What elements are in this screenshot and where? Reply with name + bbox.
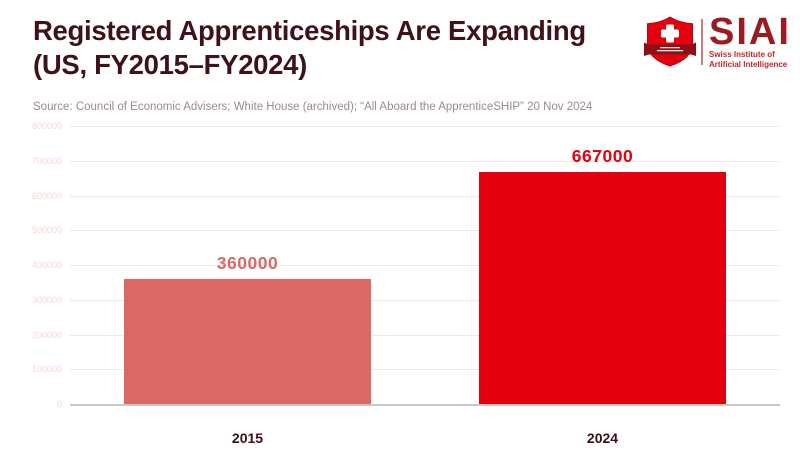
gridline: [70, 265, 780, 266]
source-caption: Source: Council of Economic Advisers; Wh…: [33, 101, 593, 113]
siai-logo: SIAI Swiss Institute of Artificial Intel…: [644, 10, 791, 70]
gridline: [70, 334, 780, 336]
chart-title-line2: (US, FY2015–FY2024): [33, 49, 308, 80]
x-tick-label-2015: 2015: [231, 430, 264, 446]
bar-2015: [124, 278, 371, 404]
logo-divider: [701, 19, 703, 65]
siai-shield-icon: [644, 16, 696, 67]
siai-subtitle-line2: Artificial Intelligence: [709, 60, 788, 69]
x-axis-line: [70, 403, 780, 406]
y-tick-label: 800000: [31, 121, 62, 131]
bar-2024: [479, 172, 726, 404]
siai-subtitle-line1: Swiss Institute of: [709, 49, 775, 59]
siai-wordmark: SIAI: [709, 10, 791, 53]
chart-title-line1: Registered Apprenticeships Are Expanding: [33, 15, 586, 46]
y-tick-label: 500000: [31, 225, 62, 236]
logo-text-block: SIAI Swiss Institute of Artificial Intel…: [709, 10, 791, 70]
y-tick-label: 300000: [31, 294, 62, 305]
gridline: [70, 126, 780, 127]
gridline: [70, 160, 780, 162]
value-label-2024: 667000: [571, 146, 634, 167]
y-tick-label: 400000: [31, 260, 62, 270]
gridline: [70, 195, 780, 197]
y-tick-label: 700000: [31, 155, 62, 166]
bar-chart: 0 100000 200000 300000 400000 500000 600000 700…: [0, 118, 800, 450]
y-tick-label: 0: [56, 399, 62, 409]
y-tick-label: 200000: [31, 329, 62, 340]
y-tick-label: 600000: [31, 190, 62, 201]
gridline: [70, 369, 780, 371]
value-label-2015: 360000: [216, 252, 279, 273]
chart-title: Registered Apprenticeships Are Expanding…: [33, 14, 586, 82]
gridline: [70, 299, 780, 301]
y-tick-label: 100000: [31, 364, 62, 375]
gridline: [70, 230, 780, 232]
x-tick-label-2024: 2024: [586, 430, 619, 446]
